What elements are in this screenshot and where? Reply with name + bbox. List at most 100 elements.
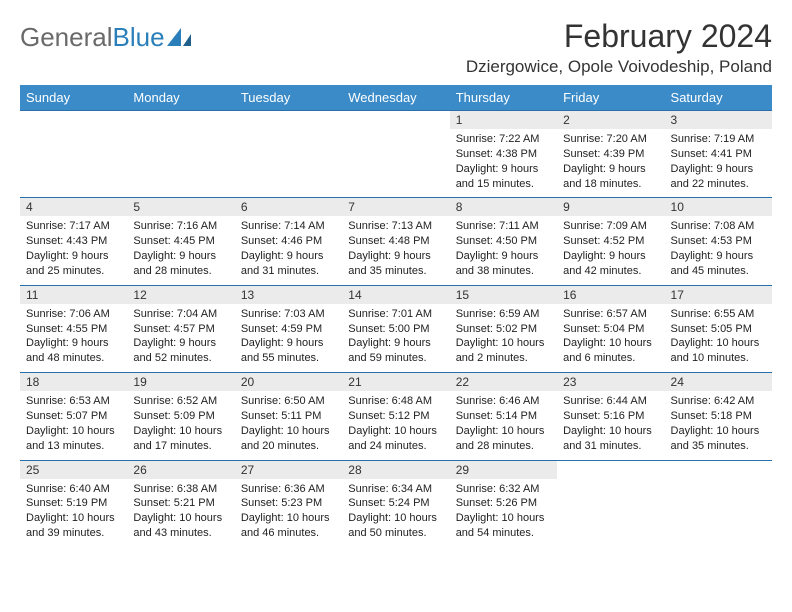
day-number: 14: [342, 285, 449, 304]
sunrise-line: Sunrise: 6:40 AM: [26, 482, 121, 497]
day-number: [342, 111, 449, 130]
day-number: 8: [450, 198, 557, 217]
day-number: 7: [342, 198, 449, 217]
day-number: 12: [127, 285, 234, 304]
day-cell: Sunrise: 7:11 AMSunset: 4:50 PMDaylight:…: [450, 216, 557, 285]
daylight-line: Daylight: 10 hours and 20 minutes.: [241, 424, 336, 454]
day-cell: Sunrise: 6:55 AMSunset: 5:05 PMDaylight:…: [665, 304, 772, 373]
daylight-line: Daylight: 9 hours and 55 minutes.: [241, 336, 336, 366]
day-cell: Sunrise: 7:01 AMSunset: 5:00 PMDaylight:…: [342, 304, 449, 373]
day-cell: [127, 129, 234, 198]
day-number: 25: [20, 460, 127, 479]
daylight-line: Daylight: 9 hours and 48 minutes.: [26, 336, 121, 366]
day-number: 4: [20, 198, 127, 217]
sunrise-line: Sunrise: 6:57 AM: [563, 307, 658, 322]
day-cell: Sunrise: 6:53 AMSunset: 5:07 PMDaylight:…: [20, 391, 127, 460]
sunrise-line: Sunrise: 7:19 AM: [671, 132, 766, 147]
day-number: 1: [450, 111, 557, 130]
sunrise-line: Sunrise: 7:13 AM: [348, 219, 443, 234]
daylight-line: Daylight: 10 hours and 17 minutes.: [133, 424, 228, 454]
sunrise-line: Sunrise: 7:04 AM: [133, 307, 228, 322]
sunset-line: Sunset: 5:19 PM: [26, 496, 121, 511]
day-cell: Sunrise: 7:09 AMSunset: 4:52 PMDaylight:…: [557, 216, 664, 285]
sunset-line: Sunset: 4:59 PM: [241, 322, 336, 337]
day-number: 27: [235, 460, 342, 479]
day-number: 26: [127, 460, 234, 479]
day-number: 3: [665, 111, 772, 130]
sunrise-line: Sunrise: 7:08 AM: [671, 219, 766, 234]
sunrise-line: Sunrise: 6:55 AM: [671, 307, 766, 322]
logo-sail-icon: [167, 28, 193, 48]
day-cell: [342, 129, 449, 198]
day-detail-row: Sunrise: 7:06 AMSunset: 4:55 PMDaylight:…: [20, 304, 772, 373]
sunrise-line: Sunrise: 6:46 AM: [456, 394, 551, 409]
day-cell: [665, 479, 772, 547]
day-cell: Sunrise: 7:17 AMSunset: 4:43 PMDaylight:…: [20, 216, 127, 285]
sunset-line: Sunset: 4:38 PM: [456, 147, 551, 162]
daylight-line: Daylight: 10 hours and 39 minutes.: [26, 511, 121, 541]
daylight-line: Daylight: 10 hours and 46 minutes.: [241, 511, 336, 541]
sunrise-line: Sunrise: 6:44 AM: [563, 394, 658, 409]
sunset-line: Sunset: 4:43 PM: [26, 234, 121, 249]
day-number: 9: [557, 198, 664, 217]
sunrise-line: Sunrise: 7:09 AM: [563, 219, 658, 234]
day-cell: Sunrise: 6:57 AMSunset: 5:04 PMDaylight:…: [557, 304, 664, 373]
day-number: 13: [235, 285, 342, 304]
day-number: [665, 460, 772, 479]
day-number: 20: [235, 373, 342, 392]
day-number: [557, 460, 664, 479]
logo-text-blue: Blue: [113, 22, 165, 53]
sunrise-line: Sunrise: 7:11 AM: [456, 219, 551, 234]
day-cell: Sunrise: 7:04 AMSunset: 4:57 PMDaylight:…: [127, 304, 234, 373]
title-block: February 2024 Dziergowice, Opole Voivode…: [466, 18, 772, 77]
day-header-row: SundayMondayTuesdayWednesdayThursdayFrid…: [20, 85, 772, 111]
day-header: Monday: [127, 85, 234, 111]
sunset-line: Sunset: 5:07 PM: [26, 409, 121, 424]
day-cell: Sunrise: 7:14 AMSunset: 4:46 PMDaylight:…: [235, 216, 342, 285]
sunset-line: Sunset: 5:05 PM: [671, 322, 766, 337]
day-cell: [235, 129, 342, 198]
sunrise-line: Sunrise: 6:48 AM: [348, 394, 443, 409]
day-cell: Sunrise: 6:42 AMSunset: 5:18 PMDaylight:…: [665, 391, 772, 460]
daylight-line: Daylight: 9 hours and 28 minutes.: [133, 249, 228, 279]
sunset-line: Sunset: 4:39 PM: [563, 147, 658, 162]
sunrise-line: Sunrise: 6:36 AM: [241, 482, 336, 497]
sunrise-line: Sunrise: 6:34 AM: [348, 482, 443, 497]
sunset-line: Sunset: 5:16 PM: [563, 409, 658, 424]
sunrise-line: Sunrise: 6:50 AM: [241, 394, 336, 409]
day-header: Wednesday: [342, 85, 449, 111]
day-number-row: 2526272829: [20, 460, 772, 479]
daylight-line: Daylight: 10 hours and 6 minutes.: [563, 336, 658, 366]
day-number: 21: [342, 373, 449, 392]
sunset-line: Sunset: 5:23 PM: [241, 496, 336, 511]
day-number: 2: [557, 111, 664, 130]
sunrise-line: Sunrise: 7:20 AM: [563, 132, 658, 147]
sunset-line: Sunset: 5:14 PM: [456, 409, 551, 424]
day-number: 22: [450, 373, 557, 392]
day-cell: Sunrise: 7:20 AMSunset: 4:39 PMDaylight:…: [557, 129, 664, 198]
header: GeneralBlue February 2024 Dziergowice, O…: [20, 18, 772, 77]
daylight-line: Daylight: 9 hours and 31 minutes.: [241, 249, 336, 279]
day-number: 17: [665, 285, 772, 304]
sunrise-line: Sunrise: 7:06 AM: [26, 307, 121, 322]
day-number: 5: [127, 198, 234, 217]
logo: GeneralBlue: [20, 18, 193, 53]
day-cell: Sunrise: 7:19 AMSunset: 4:41 PMDaylight:…: [665, 129, 772, 198]
sunset-line: Sunset: 4:41 PM: [671, 147, 766, 162]
sunrise-line: Sunrise: 6:53 AM: [26, 394, 121, 409]
day-cell: Sunrise: 7:22 AMSunset: 4:38 PMDaylight:…: [450, 129, 557, 198]
day-header: Thursday: [450, 85, 557, 111]
sunrise-line: Sunrise: 6:42 AM: [671, 394, 766, 409]
daylight-line: Daylight: 9 hours and 59 minutes.: [348, 336, 443, 366]
day-number: 15: [450, 285, 557, 304]
day-cell: Sunrise: 7:06 AMSunset: 4:55 PMDaylight:…: [20, 304, 127, 373]
sunset-line: Sunset: 4:45 PM: [133, 234, 228, 249]
sunset-line: Sunset: 4:53 PM: [671, 234, 766, 249]
daylight-line: Daylight: 10 hours and 2 minutes.: [456, 336, 551, 366]
month-title: February 2024: [466, 18, 772, 55]
day-cell: Sunrise: 6:38 AMSunset: 5:21 PMDaylight:…: [127, 479, 234, 547]
sunset-line: Sunset: 5:09 PM: [133, 409, 228, 424]
sunset-line: Sunset: 4:46 PM: [241, 234, 336, 249]
sunset-line: Sunset: 4:50 PM: [456, 234, 551, 249]
daylight-line: Daylight: 9 hours and 15 minutes.: [456, 162, 551, 192]
